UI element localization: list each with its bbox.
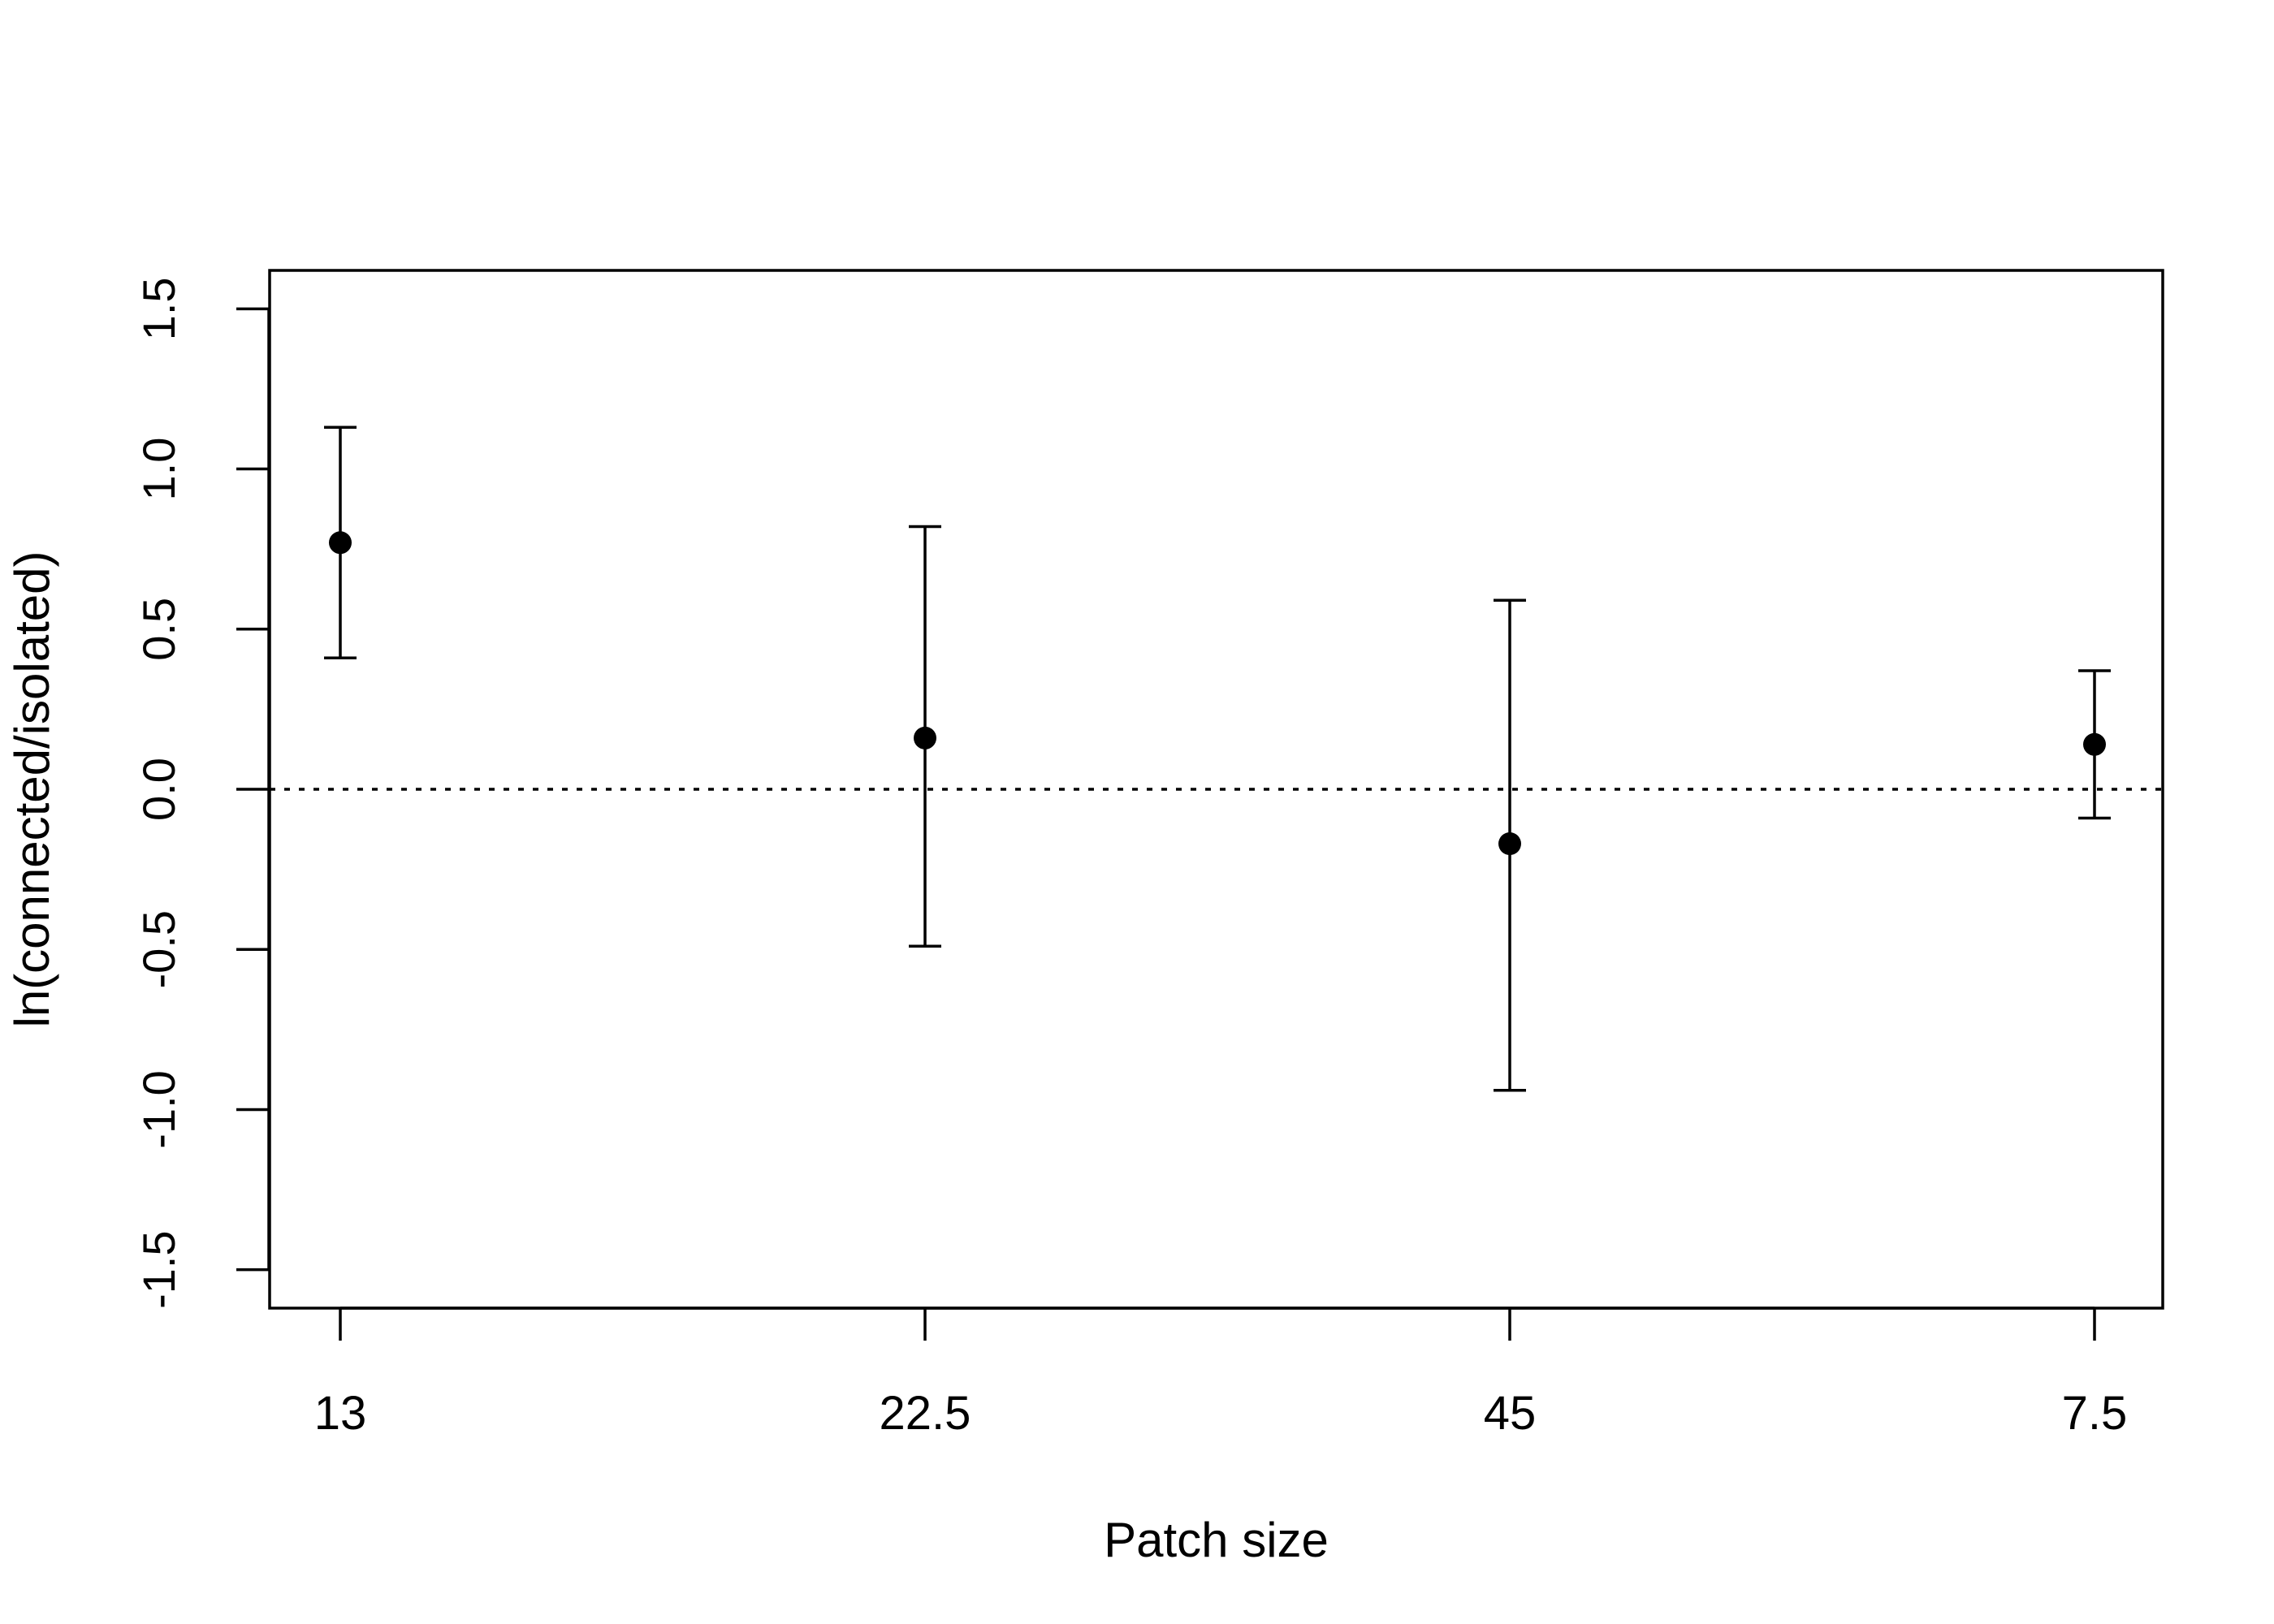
plot-frame	[268, 269, 2164, 1310]
data-point	[1498, 832, 1521, 856]
x-tick-label: 7.5	[2062, 1387, 2128, 1440]
y-tick-label: -1.0	[133, 1070, 184, 1149]
y-tick-label: -0.5	[133, 910, 184, 989]
points-layer	[329, 531, 2106, 856]
y-tick-label: 0.0	[133, 758, 184, 821]
x-tick-label: 22.5	[880, 1387, 971, 1440]
x-tick-label: 45	[1484, 1387, 1537, 1440]
data-point	[2083, 732, 2106, 756]
y-tick-label: 1.0	[133, 438, 184, 501]
x-tick-label: 13	[314, 1387, 367, 1440]
data-point	[914, 726, 936, 749]
y-tick-label: 0.5	[133, 598, 184, 661]
axes-layer: -1.5 -1.0 -0.5 0.0 0.5 1.0 1.5 13 22.5 45 7.5	[133, 277, 2127, 1440]
error-bars-layer	[324, 425, 2111, 1092]
y-tick-label: -1.5	[133, 1230, 184, 1309]
x-axis-label: Patch size	[1104, 1513, 1329, 1567]
y-axis-label: ln(connected/isolated)	[5, 551, 59, 1027]
y-tick-label: 1.5	[133, 277, 184, 340]
data-point	[329, 531, 352, 555]
